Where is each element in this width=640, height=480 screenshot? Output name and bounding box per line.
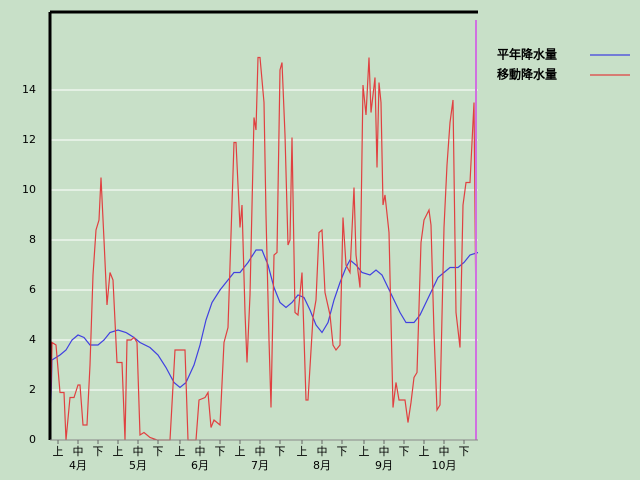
plot [49,56,479,441]
series-line [49,56,477,441]
x-tick-label: 上 [235,445,246,458]
y-tick-label: 14 [22,83,36,96]
y-tick-label: 12 [22,133,36,146]
y-tick-label: 8 [29,233,36,246]
x-tick-label: 下 [275,445,286,458]
series-line [49,249,479,441]
x-tick-label: 中 [133,445,144,458]
month-label: 4月 [69,459,87,472]
x-tick-label: 上 [297,445,308,458]
x-tick-label: 下 [459,445,470,458]
x-tick-label: 中 [379,445,390,458]
month-label: 5月 [129,459,147,472]
x-tick-label: 中 [439,445,450,458]
y-tick-label: 0 [29,433,36,446]
y-tick-label: 10 [22,183,36,196]
x-tick-label: 下 [337,445,348,458]
x-tick-label: 上 [175,445,186,458]
x-tick-label: 中 [73,445,84,458]
x-tick-label: 上 [359,445,370,458]
month-label: 8月 [313,459,331,472]
legend-label: 移動降水量 [497,67,557,82]
x-tick-label: 下 [153,445,164,458]
month-label: 9月 [375,459,393,472]
x-tick-label: 上 [419,445,430,458]
x-tick-label: 上 [113,445,124,458]
x-tick-label: 中 [317,445,328,458]
y-tick-label: 6 [29,283,36,296]
legend-label: 平年降水量 [497,47,557,62]
x-tick-label: 下 [93,445,104,458]
x-tick-label: 中 [195,445,206,458]
month-label: 10月 [432,459,457,472]
y-tick-label: 2 [29,383,36,396]
x-tick-label: 下 [399,445,410,458]
x-tick-label: 上 [53,445,64,458]
month-label: 7月 [251,459,269,472]
x-tick-label: 下 [215,445,226,458]
y-tick-label: 4 [29,333,36,346]
month-label: 6月 [191,459,209,472]
x-tick-label: 中 [255,445,266,458]
